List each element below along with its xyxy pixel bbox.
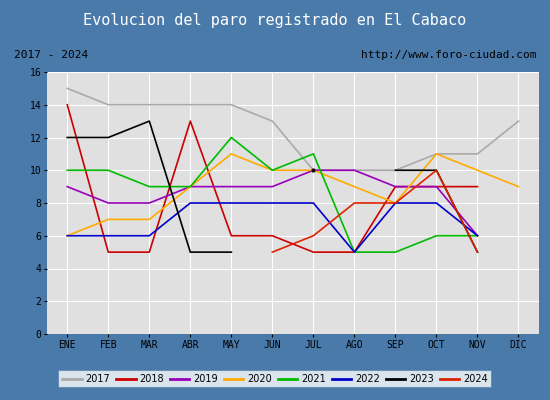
Legend: 2017, 2018, 2019, 2020, 2021, 2022, 2023, 2024: 2017, 2018, 2019, 2020, 2021, 2022, 2023… (58, 370, 492, 388)
Text: Evolucion del paro registrado en El Cabaco: Evolucion del paro registrado en El Caba… (84, 14, 466, 28)
Text: 2017 - 2024: 2017 - 2024 (14, 50, 88, 60)
Text: http://www.foro-ciudad.com: http://www.foro-ciudad.com (361, 50, 536, 60)
